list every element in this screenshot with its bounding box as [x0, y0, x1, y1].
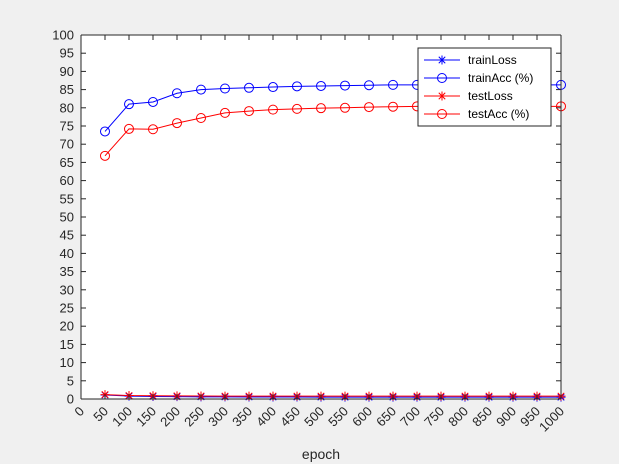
y-tick-label: 20: [60, 319, 74, 334]
x-tick-label: 550: [325, 404, 351, 430]
legend-marker: [437, 73, 447, 83]
y-tick-label: 45: [60, 228, 74, 243]
legend: trainLoss trainAcc (%) testLoss testAcc (%): [417, 47, 552, 127]
legend-marker: [437, 109, 447, 119]
data-point: [220, 83, 230, 94]
y-tick-label: 10: [60, 355, 74, 370]
x-axis-label: epoch: [302, 446, 340, 462]
y-tick-label: 50: [60, 210, 74, 225]
y-tick-label: 35: [60, 264, 74, 279]
x-tick-label: 850: [469, 404, 495, 430]
legend-label: trainLoss: [468, 53, 517, 67]
x-tick-label: 150: [133, 404, 159, 430]
x-tick-label: 450: [277, 404, 303, 430]
x-tick-label: 700: [397, 404, 423, 430]
data-point: [316, 80, 326, 91]
y-tick-label: 95: [60, 46, 74, 61]
y-tick-label: 65: [60, 155, 74, 170]
legend-box: [417, 47, 552, 127]
x-tick-label: 750: [421, 404, 447, 430]
x-tick-label: 50: [90, 404, 111, 425]
legend-entry: trainLoss: [424, 53, 517, 67]
x-tick-label: 200: [157, 404, 183, 430]
x-tick-label: 300: [205, 404, 231, 430]
y-tick-label: 25: [60, 301, 74, 316]
data-point: [340, 80, 350, 91]
x-tick-label: 500: [301, 404, 327, 430]
data-point: [388, 101, 398, 112]
data-point: [220, 107, 230, 118]
data-point: [292, 103, 302, 114]
data-point: [316, 103, 326, 114]
data-point: [172, 88, 182, 99]
y-tick-label: 15: [60, 337, 74, 352]
data-point: [124, 123, 134, 134]
y-tick-label: 60: [60, 173, 74, 188]
data-point: [100, 150, 110, 161]
data-point: [100, 126, 110, 137]
legend-marker: [437, 91, 447, 101]
data-point: [364, 102, 374, 113]
legend-label: testLoss: [468, 89, 513, 103]
y-tick-label: 70: [60, 137, 74, 152]
y-tick-label: 100: [52, 28, 74, 43]
x-tick-label: 800: [445, 404, 471, 430]
data-point: [196, 112, 206, 123]
data-point: [148, 96, 158, 107]
y-tick-label: 55: [60, 191, 74, 206]
legend-label: testAcc (%): [468, 107, 529, 121]
legend-entry: trainAcc (%): [424, 71, 533, 85]
data-point: [124, 99, 134, 110]
data-point: [388, 79, 398, 90]
x-tick-label: 250: [181, 404, 207, 430]
y-tick-label: 30: [60, 282, 74, 297]
data-point: [268, 104, 278, 115]
y-tick-label: 85: [60, 82, 74, 97]
data-point: [340, 102, 350, 113]
y-tick-label: 75: [60, 119, 74, 134]
legend-entry: testLoss: [424, 89, 513, 103]
data-point: [148, 124, 158, 135]
legend-label: trainAcc (%): [468, 71, 533, 85]
legend-entry: testAcc (%): [424, 107, 529, 121]
x-tick-label: 400: [253, 404, 279, 430]
y-tick-label: 40: [60, 246, 74, 261]
y-tick-label: 0: [67, 392, 74, 407]
data-point: [364, 80, 374, 91]
x-tick-label: 1000: [536, 404, 567, 435]
y-tick-label: 90: [60, 64, 74, 79]
x-tick-label: 900: [493, 404, 519, 430]
x-tick-label: 100: [109, 404, 135, 430]
legend-marker: [437, 55, 447, 65]
data-point: [292, 81, 302, 92]
x-tick-label: 650: [373, 404, 399, 430]
data-point: [268, 82, 278, 93]
data-point: [172, 118, 182, 129]
data-point: [196, 84, 206, 95]
y-tick-label: 5: [67, 373, 74, 388]
data-point: [244, 82, 254, 93]
x-tick-label: 350: [229, 404, 255, 430]
data-point: [244, 106, 254, 117]
x-tick-label: 600: [349, 404, 375, 430]
x-tick-label: 0: [71, 404, 87, 420]
y-tick-label: 80: [60, 100, 74, 115]
